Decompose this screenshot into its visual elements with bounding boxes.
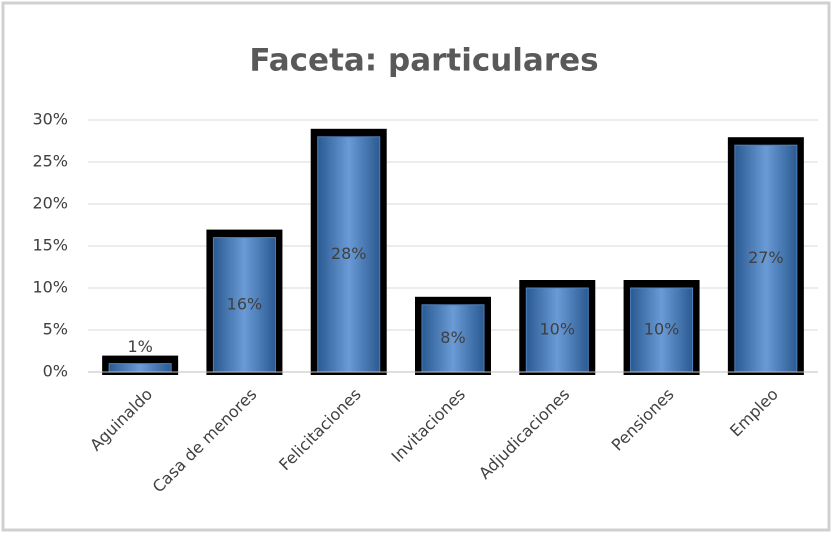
bar (734, 144, 798, 373)
value-label: 1% (127, 337, 152, 356)
y-tick-label: 10% (32, 278, 68, 297)
bar (630, 287, 694, 373)
bar (525, 287, 589, 373)
y-tick-label: 15% (32, 236, 68, 255)
y-tick-label: 25% (32, 152, 68, 171)
chart-title: Faceta: particulares (249, 43, 598, 79)
value-label: 16% (227, 294, 263, 313)
value-label: 27% (748, 248, 784, 267)
value-label: 10% (540, 320, 576, 339)
bar (108, 363, 172, 373)
y-tick-label: 5% (43, 320, 68, 339)
value-label: 8% (440, 328, 465, 347)
value-label: 28% (331, 244, 367, 263)
y-tick-label: 30% (32, 110, 68, 129)
y-tick-label: 20% (32, 194, 68, 213)
value-label: 10% (644, 320, 680, 339)
y-tick-label: 0% (43, 362, 68, 381)
